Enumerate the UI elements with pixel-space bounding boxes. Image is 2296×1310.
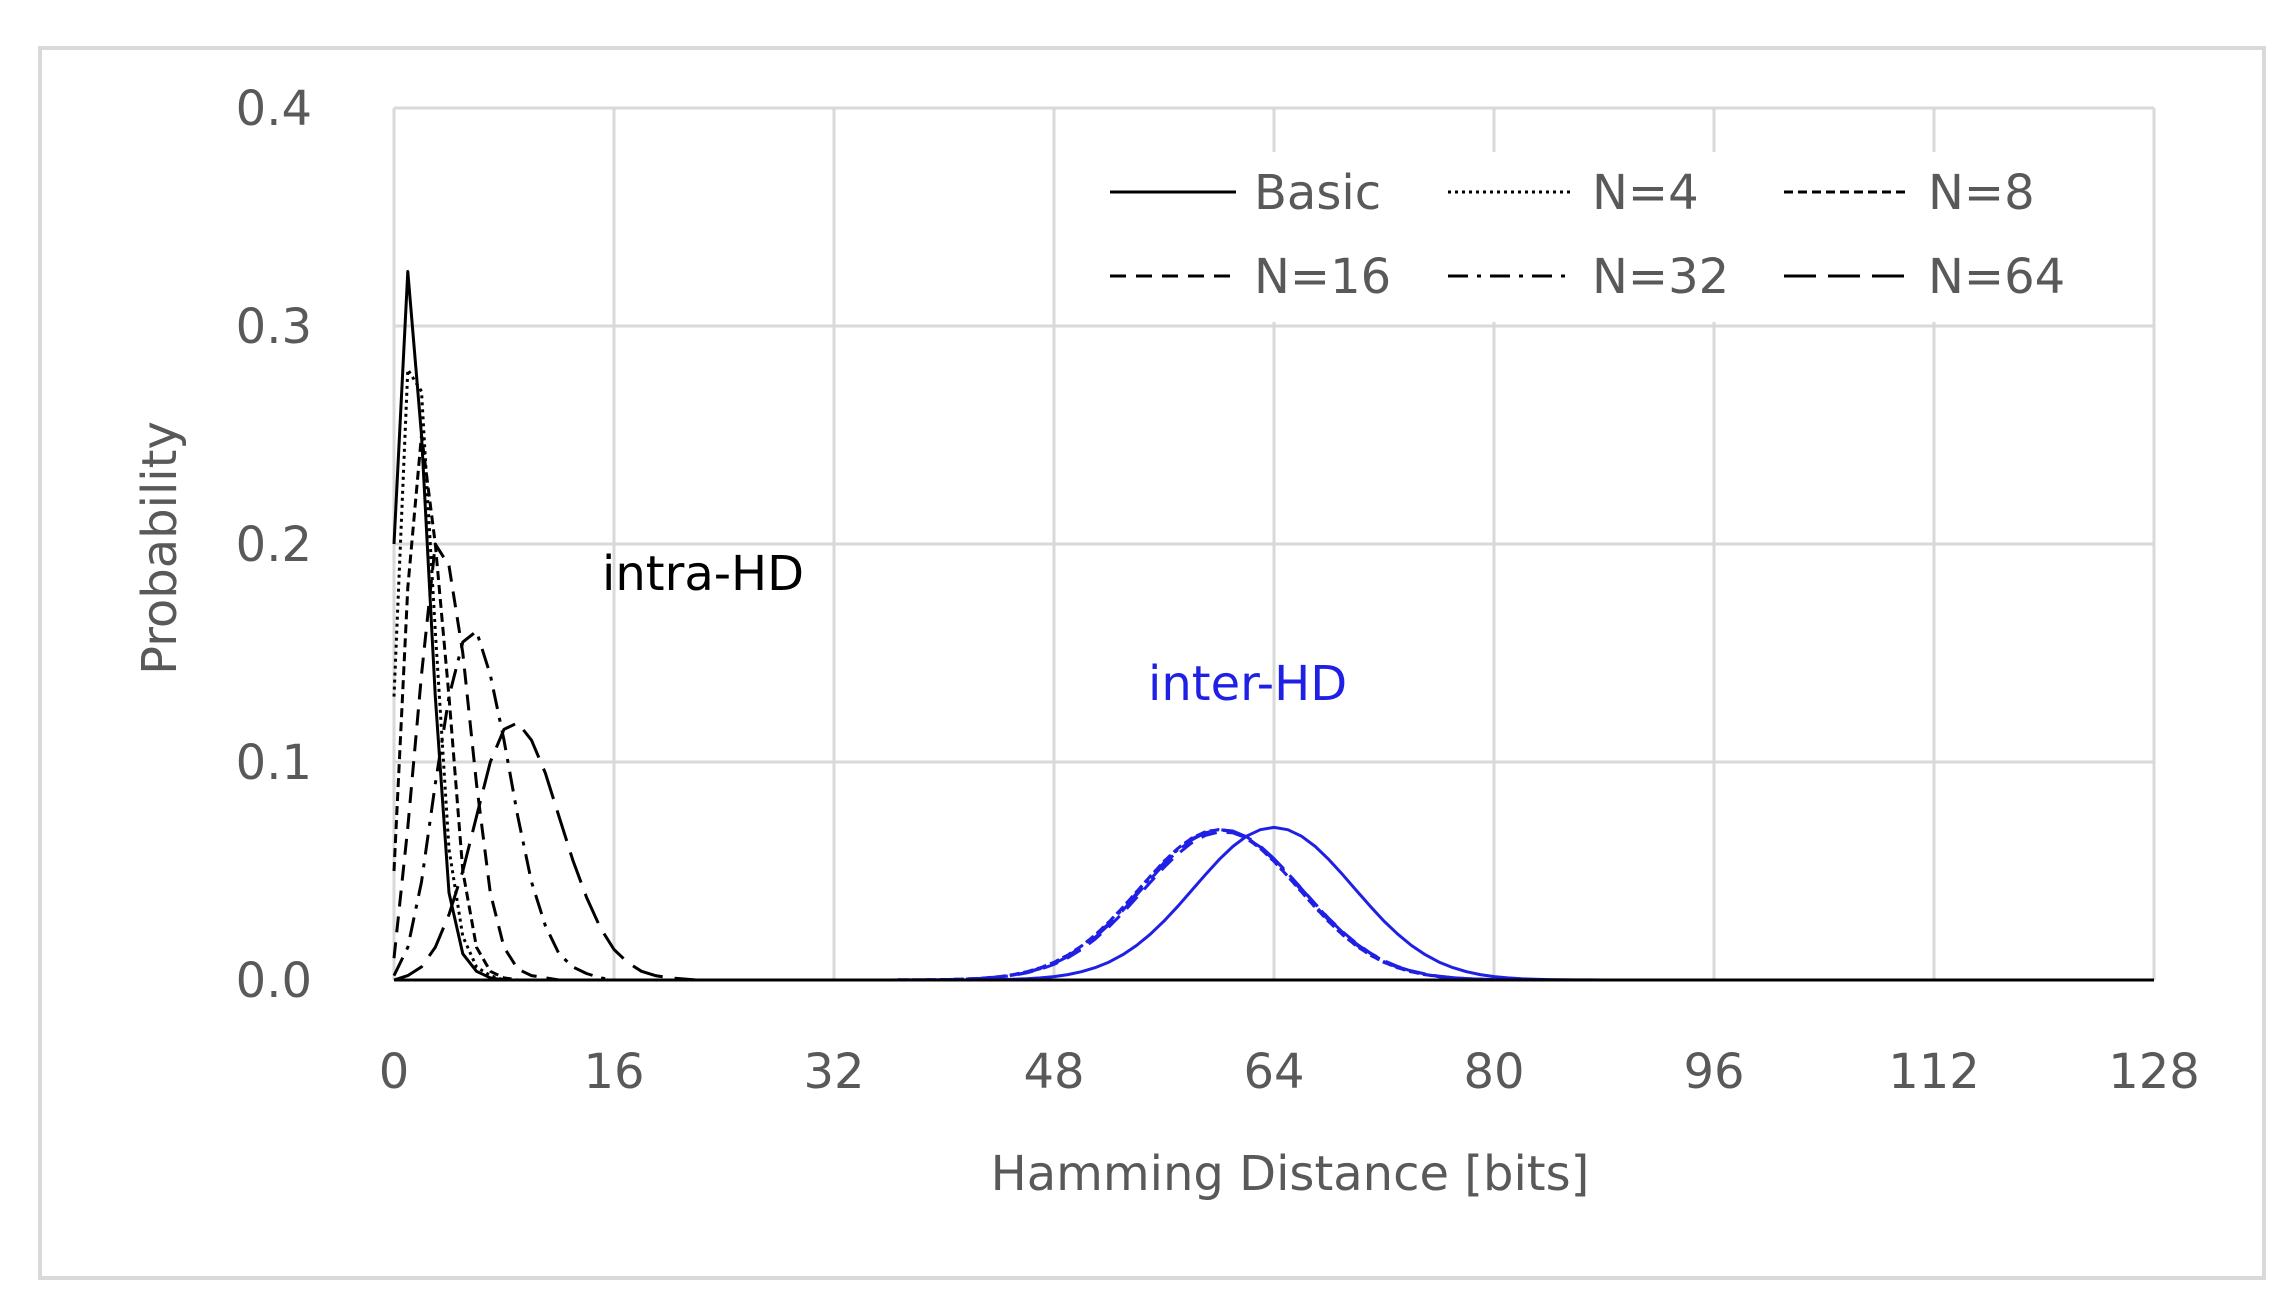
x-tick-label: 96 <box>1683 1044 1744 1100</box>
x-axis-title: Hamming Distance [bits] <box>991 1146 1590 1202</box>
intra-hd-line-n32 <box>392 629 2154 982</box>
x-tick-label: 32 <box>803 1044 864 1100</box>
legend: Basic N=4 N=8 N=16 N=32 N=64 <box>1098 152 2122 322</box>
x-tick-label: 0 <box>379 1044 410 1100</box>
y-tick-label: 0.0 <box>236 953 312 1009</box>
inter-hd-annotation: inter-HD <box>1148 656 1347 712</box>
y-tick-label: 0.2 <box>236 517 312 573</box>
x-tick-label: 64 <box>1243 1044 1304 1100</box>
legend-label-n8: N=8 <box>1928 165 2035 221</box>
x-tick-label: 112 <box>1888 1044 1980 1100</box>
intra-hd-line-n64 <box>393 721 2154 982</box>
y-tick-label: 0.4 <box>236 81 312 137</box>
x-tick-label: 80 <box>1463 1044 1524 1100</box>
x-tick-label: 16 <box>583 1044 644 1100</box>
legend-label-n32: N=32 <box>1592 249 1729 305</box>
y-tick-label: 0.3 <box>236 299 312 355</box>
intra-hd-annotation: intra-HD <box>602 546 804 602</box>
y-axis-title: Probability <box>132 421 188 675</box>
legend-label-n4: N=4 <box>1592 165 1699 221</box>
y-tick-label: 0.1 <box>236 735 312 791</box>
x-tick-labels: 0 16 32 48 64 80 96 112 128 <box>379 1044 2200 1100</box>
legend-background <box>1098 152 2122 322</box>
y-tick-labels: 0.0 0.1 0.2 0.3 0.4 <box>236 81 312 1009</box>
legend-label-basic: Basic <box>1254 165 1381 221</box>
x-tick-label: 48 <box>1023 1044 1084 1100</box>
legend-label-n64: N=64 <box>1928 249 2065 305</box>
legend-label-n16: N=16 <box>1254 249 1391 305</box>
x-tick-label: 128 <box>2108 1044 2200 1100</box>
